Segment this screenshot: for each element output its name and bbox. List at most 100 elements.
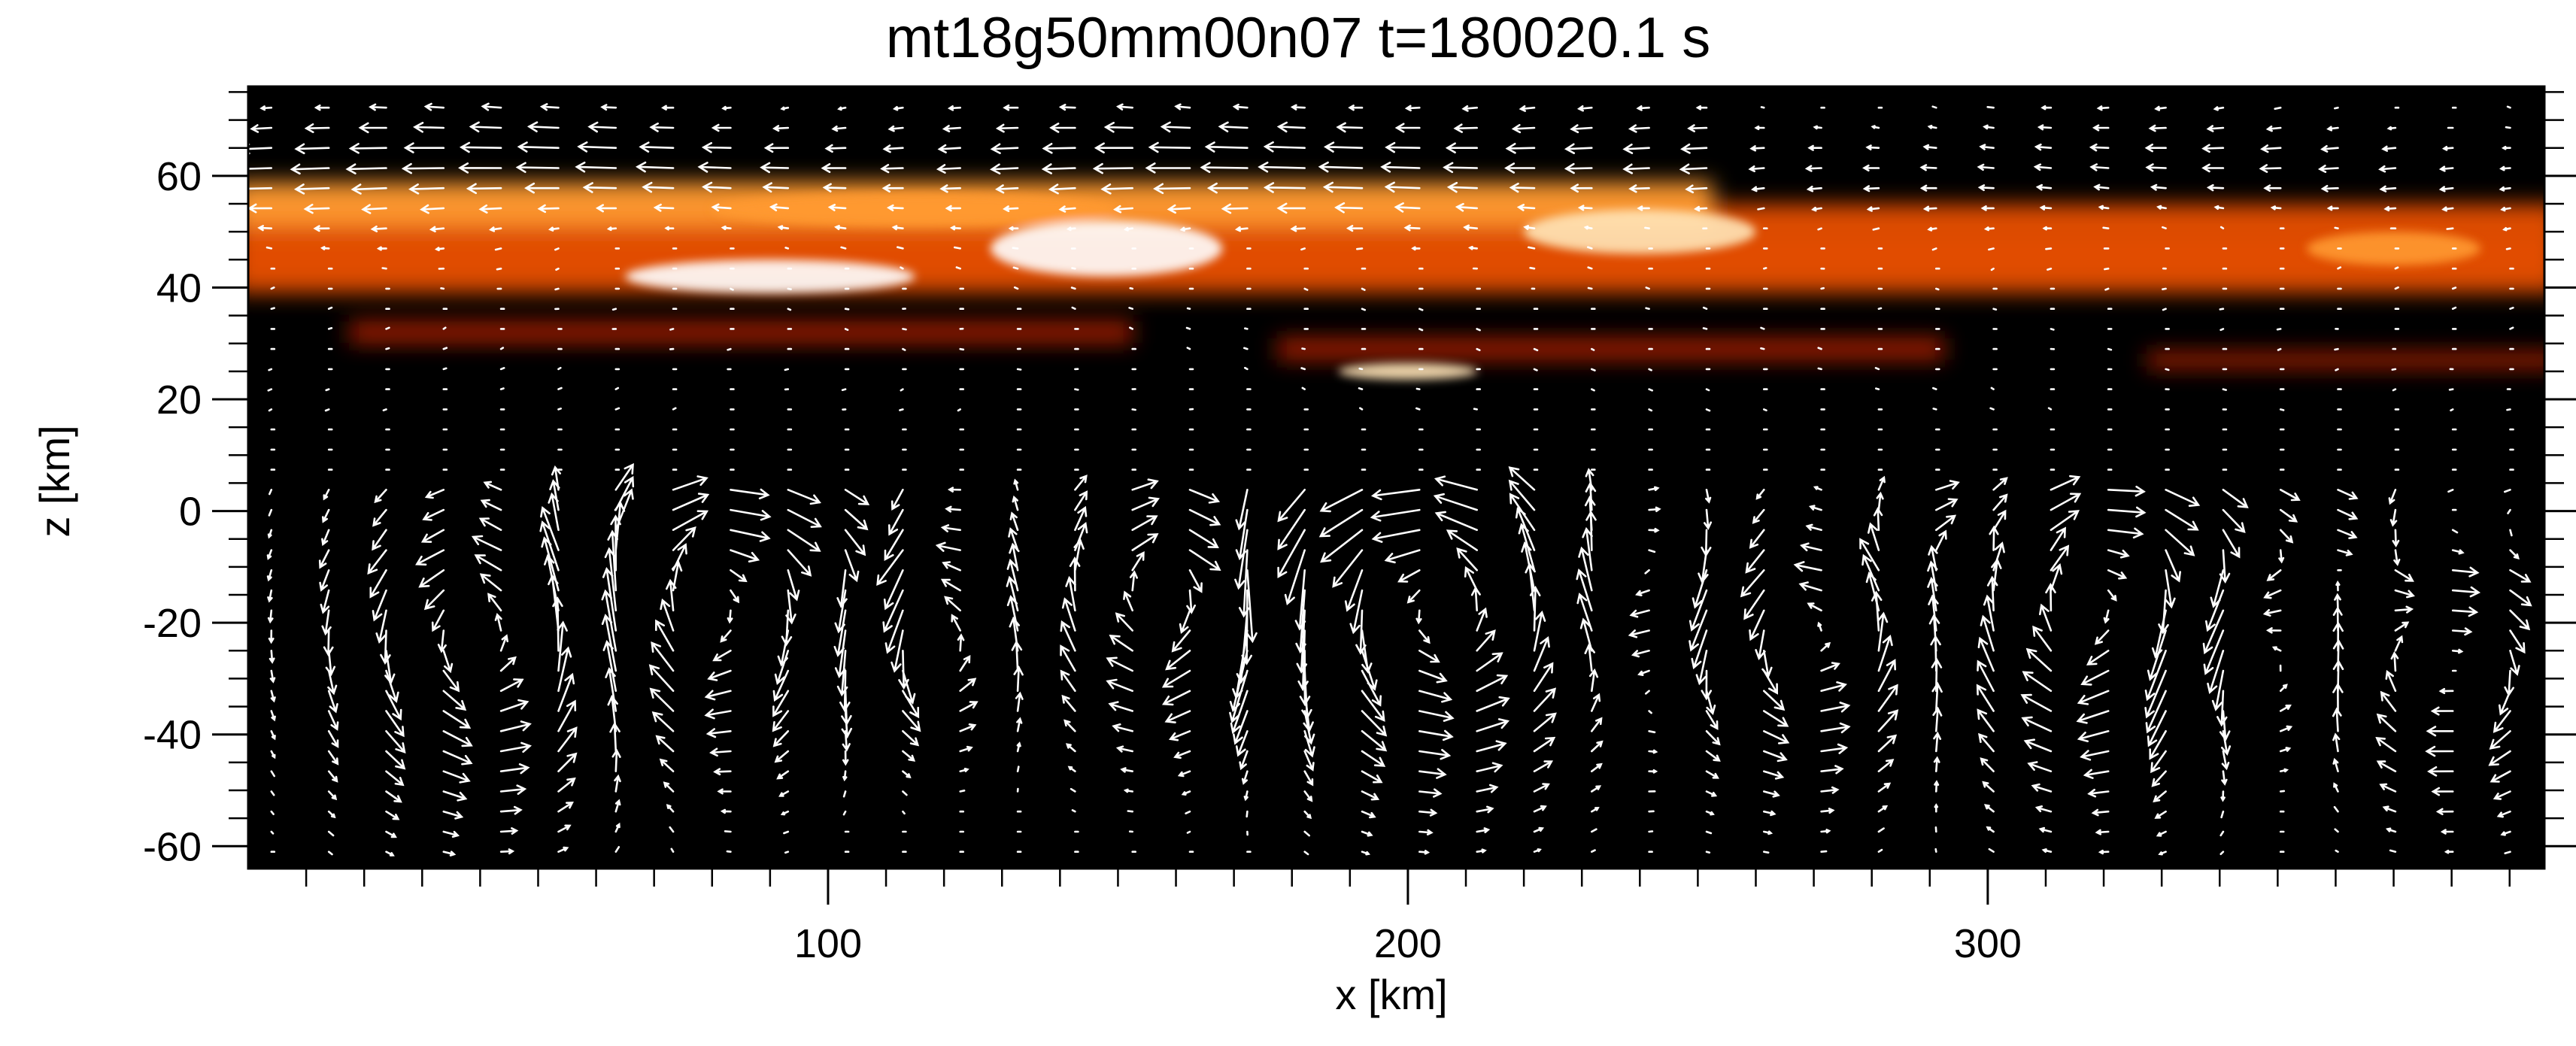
velocity-arrow xyxy=(705,728,732,738)
velocity-arrow xyxy=(1978,732,1995,753)
velocity-arrow xyxy=(2381,145,2397,152)
velocity-arrow xyxy=(1238,549,1250,618)
velocity-arrow xyxy=(1303,810,1312,820)
velocity-arrow xyxy=(2394,286,2399,290)
velocity-arrow xyxy=(327,690,338,714)
velocity-arrow xyxy=(2332,732,2341,753)
velocity-arrow xyxy=(1705,489,1712,504)
velocity-arrow xyxy=(474,554,502,572)
velocity-arrow xyxy=(2023,738,2053,753)
velocity-arrow xyxy=(1476,784,1499,793)
velocity-arrow xyxy=(717,788,732,795)
velocity-arrow xyxy=(1820,722,1851,734)
velocity-arrow xyxy=(1927,226,1937,232)
velocity-arrow xyxy=(784,247,790,250)
velocity-arrow xyxy=(1648,368,1652,371)
velocity-arrow xyxy=(902,750,916,762)
velocity-arrow xyxy=(783,830,790,835)
velocity-arrow xyxy=(1239,750,1249,771)
velocity-arrow xyxy=(2509,569,2532,583)
velocity-arrow xyxy=(1263,182,1306,193)
velocity-arrow xyxy=(2507,508,2511,514)
velocity-arrow xyxy=(2438,186,2454,193)
velocity-arrow xyxy=(1476,696,1510,712)
velocity-arrow xyxy=(1361,669,1382,707)
velocity-arrow xyxy=(844,308,850,311)
velocity-arrow xyxy=(2375,737,2397,753)
velocity-arrow xyxy=(442,750,473,766)
velocity-arrow xyxy=(270,750,276,759)
velocity-arrow xyxy=(655,619,675,652)
velocity-arrow xyxy=(1983,804,1995,813)
velocity-arrow xyxy=(2203,629,2225,675)
velocity-arrow xyxy=(1013,478,1019,491)
velocity-arrow xyxy=(575,161,617,173)
velocity-arrow xyxy=(1582,526,1593,572)
velocity-arrow xyxy=(375,609,387,644)
velocity-arrow xyxy=(2098,205,2110,211)
velocity-arrow xyxy=(1127,810,1133,813)
velocity-arrow xyxy=(844,549,860,583)
velocity-arrow xyxy=(1702,327,1708,330)
velocity-arrow xyxy=(2144,650,2167,702)
velocity-arrow xyxy=(672,526,696,551)
velocity-arrow xyxy=(709,747,732,757)
velocity-arrow xyxy=(2050,493,2082,511)
velocity-arrow xyxy=(320,246,330,250)
velocity-arrow xyxy=(1983,124,1995,130)
velocity-arrow xyxy=(1811,206,1822,212)
velocity-arrow xyxy=(2150,750,2167,774)
velocity-arrow xyxy=(614,774,621,793)
velocity-arrow xyxy=(772,690,790,717)
y-tick-label: 40 xyxy=(156,265,202,311)
velocity-arrow xyxy=(557,387,563,390)
velocity-arrow xyxy=(2500,206,2511,212)
velocity-arrow xyxy=(537,204,560,214)
velocity-arrow xyxy=(314,104,330,111)
velocity-arrow xyxy=(1418,690,1453,703)
velocity-arrow xyxy=(1334,202,1364,214)
velocity-arrow xyxy=(1418,650,1440,663)
velocity-arrow xyxy=(442,810,464,820)
velocity-arrow xyxy=(1295,589,1306,654)
velocity-arrow xyxy=(423,102,445,111)
x-tick-label: 200 xyxy=(1374,921,1442,966)
velocity-arrow xyxy=(1200,162,1249,173)
velocity-arrow xyxy=(2278,549,2285,564)
velocity-arrow xyxy=(1179,609,1191,634)
velocity-arrow xyxy=(499,763,530,775)
velocity-arrow xyxy=(844,529,866,556)
velocity-arrow xyxy=(554,247,560,251)
velocity-arrow xyxy=(600,104,617,111)
velocity-arrow xyxy=(1648,506,1661,512)
velocity-arrow xyxy=(959,678,977,693)
velocity-arrow xyxy=(1648,730,1656,734)
velocity-arrow xyxy=(1793,561,1822,572)
velocity-arrow xyxy=(1434,511,1478,532)
velocity-arrow xyxy=(836,569,848,608)
velocity-arrow xyxy=(323,629,334,656)
velocity-arrow xyxy=(1931,681,1943,712)
velocity-arrow xyxy=(1680,143,1708,154)
velocity-arrow xyxy=(837,106,847,111)
velocity-arrow xyxy=(372,529,387,551)
velocity-arrow xyxy=(842,790,847,798)
velocity-arrow xyxy=(1403,224,1421,232)
velocity-arrow xyxy=(724,830,732,833)
velocity-arrow xyxy=(672,510,709,532)
velocity-arrow xyxy=(1058,104,1076,111)
velocity-arrow xyxy=(2107,569,2128,580)
velocity-arrow xyxy=(2034,143,2053,151)
velocity-arrow xyxy=(772,669,790,702)
velocity-arrow xyxy=(730,488,770,500)
velocity-arrow xyxy=(1992,541,2005,572)
velocity-arrow xyxy=(382,408,387,411)
velocity-arrow xyxy=(1113,205,1133,214)
velocity-arrow xyxy=(2450,408,2454,412)
heat-band-1 xyxy=(248,248,2544,293)
velocity-arrow xyxy=(1877,611,1889,652)
velocity-arrow xyxy=(704,690,732,701)
velocity-arrow xyxy=(2162,226,2167,229)
velocity-arrow xyxy=(526,121,560,132)
velocity-arrow xyxy=(1760,326,1765,330)
